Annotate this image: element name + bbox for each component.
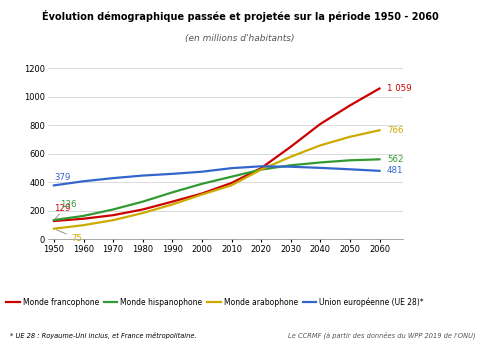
- Monde hispanophone: [110, 207, 116, 211]
- Text: (en millions d'habitants): (en millions d'habitants): [185, 34, 295, 43]
- Union européenne (UE 28)*: [228, 166, 234, 170]
- Text: 129: 129: [54, 204, 70, 219]
- Monde hispanophone: [81, 214, 86, 218]
- Text: 562: 562: [387, 155, 403, 164]
- Text: 481: 481: [387, 166, 403, 175]
- Monde arabophone: [377, 128, 383, 132]
- Union européenne (UE 28)*: [169, 172, 175, 176]
- Monde arabophone: [140, 211, 145, 215]
- Monde francophone: [228, 181, 234, 185]
- Union européenne (UE 28)*: [199, 170, 205, 174]
- Monde hispanophone: [317, 160, 323, 165]
- Monde hispanophone: [169, 190, 175, 194]
- Union européenne (UE 28)*: [288, 165, 294, 169]
- Monde francophone: [317, 122, 323, 126]
- Monde francophone: [199, 192, 205, 196]
- Text: * UE 28 : Royaume-Uni inclus, et France métropolitaine.: * UE 28 : Royaume-Uni inclus, et France …: [10, 332, 196, 339]
- Text: 379: 379: [54, 173, 70, 182]
- Union européenne (UE 28)*: [51, 183, 57, 187]
- Monde hispanophone: [347, 158, 353, 162]
- Union européenne (UE 28)*: [377, 169, 383, 173]
- Monde arabophone: [110, 218, 116, 222]
- Union européenne (UE 28)*: [258, 164, 264, 168]
- Monde francophone: [51, 219, 57, 223]
- Monde hispanophone: [258, 168, 264, 172]
- Monde arabophone: [81, 223, 86, 227]
- Monde arabophone: [169, 202, 175, 207]
- Union européenne (UE 28)*: [347, 167, 353, 171]
- Text: Le CCRMF (à partir des données du WPP 2019 de l'ONU): Le CCRMF (à partir des données du WPP 20…: [288, 331, 475, 339]
- Monde francophone: [377, 87, 383, 91]
- Line: Monde arabophone: Monde arabophone: [54, 130, 380, 229]
- Monde arabophone: [51, 227, 57, 231]
- Monde francophone: [110, 213, 116, 217]
- Monde francophone: [140, 207, 145, 211]
- Monde arabophone: [228, 183, 234, 187]
- Line: Union européenne (UE 28)*: Union européenne (UE 28)*: [54, 166, 380, 185]
- Union européenne (UE 28)*: [140, 173, 145, 177]
- Union européenne (UE 28)*: [110, 176, 116, 180]
- Union européenne (UE 28)*: [317, 166, 323, 170]
- Monde francophone: [288, 145, 294, 149]
- Monde francophone: [169, 200, 175, 204]
- Monde arabophone: [199, 193, 205, 197]
- Text: 766: 766: [387, 126, 403, 135]
- Monde hispanophone: [199, 182, 205, 186]
- Line: Monde hispanophone: Monde hispanophone: [54, 159, 380, 220]
- Monde arabophone: [317, 143, 323, 147]
- Monde hispanophone: [51, 218, 57, 222]
- Text: 136: 136: [56, 200, 76, 218]
- Monde hispanophone: [288, 163, 294, 167]
- Text: Évolution démographique passée et projetée sur la période 1950 - 2060: Évolution démographique passée et projet…: [42, 10, 438, 22]
- Monde hispanophone: [377, 157, 383, 161]
- Line: Monde francophone: Monde francophone: [54, 89, 380, 221]
- Text: 1 059: 1 059: [387, 84, 411, 93]
- Monde hispanophone: [228, 175, 234, 179]
- Legend: Monde francophone, Monde hispanophone, Monde arabophone, Union européenne (UE 28: Monde francophone, Monde hispanophone, M…: [3, 294, 427, 310]
- Monde francophone: [258, 166, 264, 170]
- Union européenne (UE 28)*: [81, 179, 86, 183]
- Monde francophone: [347, 103, 353, 107]
- Monde arabophone: [258, 168, 264, 172]
- Text: 75: 75: [57, 230, 83, 243]
- Monde arabophone: [288, 155, 294, 159]
- Monde hispanophone: [140, 200, 145, 204]
- Monde francophone: [81, 217, 86, 221]
- Monde arabophone: [347, 135, 353, 139]
